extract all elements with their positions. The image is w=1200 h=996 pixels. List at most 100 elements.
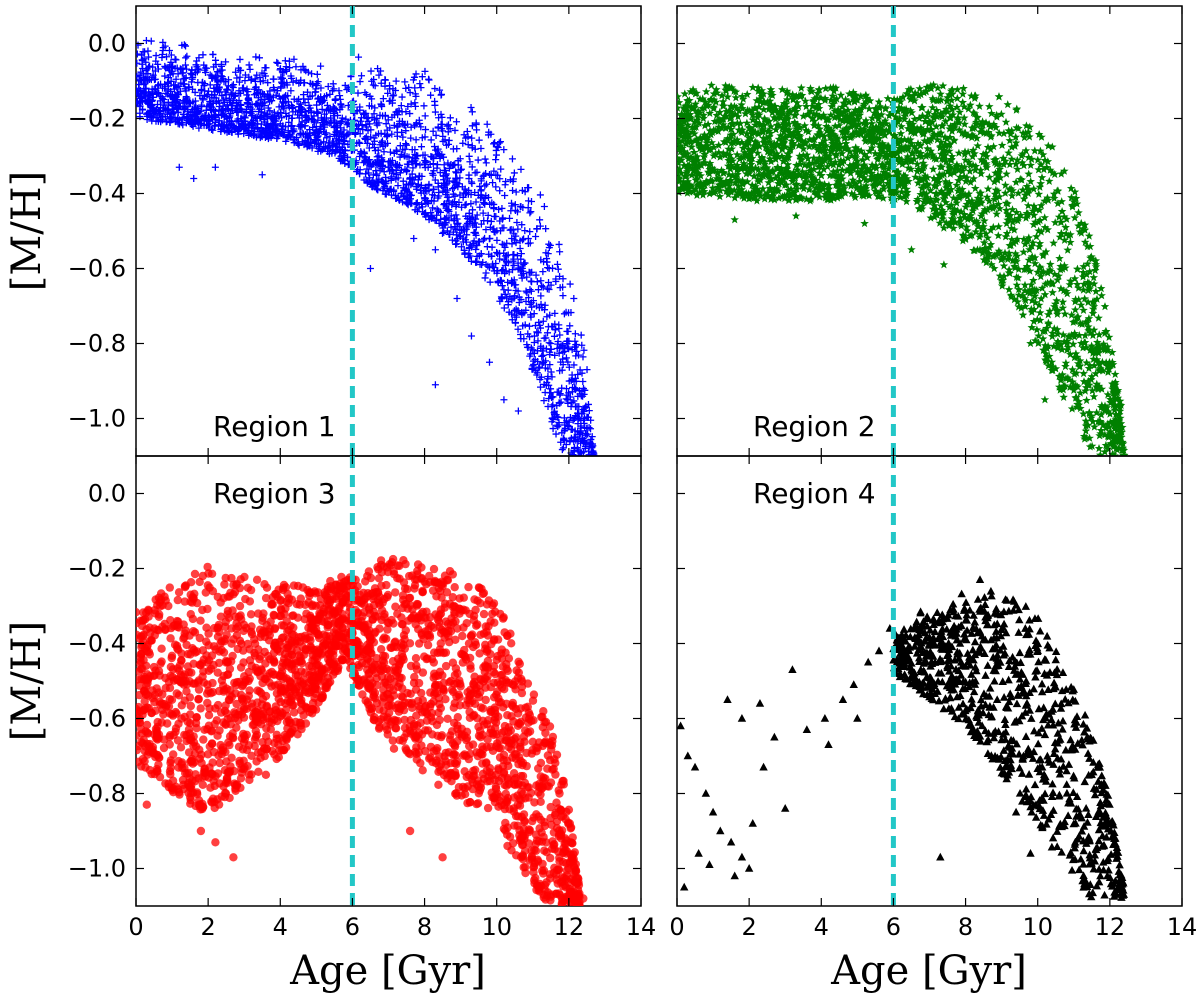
data-point (544, 372, 552, 380)
data-point (771, 151, 780, 160)
data-point (971, 91, 980, 100)
data-point (1043, 341, 1053, 350)
data-point (691, 122, 701, 131)
data-point (986, 240, 996, 249)
data-point (861, 116, 871, 125)
data-point (176, 103, 184, 111)
data-point (216, 99, 224, 107)
data-point (788, 94, 798, 103)
data-point (785, 189, 794, 198)
data-point (1070, 297, 1080, 306)
data-point (211, 163, 219, 171)
data-point (401, 193, 409, 201)
data-point (188, 116, 196, 124)
data-point (302, 131, 309, 139)
data-point (1034, 189, 1044, 198)
data-point (1053, 339, 1062, 348)
data-point (718, 97, 728, 106)
data-point (877, 175, 887, 184)
data-point (242, 108, 250, 116)
data-point (386, 85, 394, 93)
data-point (378, 137, 386, 145)
data-point (1056, 284, 1066, 293)
data-point (680, 89, 690, 98)
data-point (390, 91, 398, 99)
data-point (884, 164, 893, 173)
data-point (486, 358, 493, 366)
data-point (555, 321, 563, 329)
data-point (1084, 322, 1093, 331)
data-point (304, 141, 312, 149)
data-point (916, 90, 926, 99)
data-point (1074, 208, 1083, 217)
data-point (392, 171, 400, 179)
data-point (937, 162, 947, 171)
data-point (1070, 213, 1080, 222)
data-point (906, 84, 916, 93)
data-point (519, 236, 527, 244)
data-point (498, 267, 506, 275)
data-point (262, 72, 270, 80)
data-point (927, 134, 936, 143)
data-point (523, 273, 531, 281)
data-point (1004, 251, 1014, 260)
data-point (158, 93, 166, 101)
data-point (949, 223, 958, 232)
data-point (286, 64, 294, 72)
data-point (976, 229, 985, 238)
data-point (472, 258, 480, 266)
data-point (1116, 419, 1126, 428)
data-point (551, 309, 559, 317)
data-point (237, 89, 245, 97)
data-point (1088, 386, 1097, 395)
data-point (264, 104, 272, 112)
y-ticks (136, 42, 641, 420)
data-point (246, 65, 254, 73)
data-point (978, 248, 987, 257)
data-point (707, 138, 716, 147)
data-point (1002, 219, 1011, 228)
data-point (1006, 211, 1015, 220)
data-point (701, 178, 711, 187)
data-point (1089, 354, 1098, 363)
data-point (861, 181, 871, 190)
data-point (407, 181, 415, 189)
data-point (982, 152, 991, 161)
data-point (998, 153, 1008, 162)
data-point (1110, 451, 1119, 456)
data-point (1091, 348, 1100, 357)
data-point (968, 206, 978, 215)
data-point (799, 172, 808, 181)
data-point (973, 222, 983, 231)
data-point (985, 172, 994, 181)
data-point (547, 340, 555, 348)
data-point (192, 61, 200, 69)
data-point (243, 99, 251, 107)
data-point (433, 205, 441, 213)
data-point (789, 128, 798, 137)
data-point (537, 300, 545, 308)
data-point (149, 90, 157, 98)
data-point (431, 246, 439, 254)
data-point (869, 182, 878, 191)
data-point (740, 148, 749, 157)
data-point (784, 130, 794, 139)
data-point (833, 105, 843, 114)
data-point (688, 127, 697, 136)
data-point (851, 90, 861, 99)
data-point (240, 113, 248, 121)
data-point (429, 127, 437, 135)
data-point (742, 90, 752, 99)
data-point (816, 159, 826, 168)
data-point (511, 292, 519, 300)
data-point (490, 167, 498, 175)
data-point (1085, 361, 1095, 370)
data-point (929, 129, 939, 138)
data-point (966, 160, 975, 169)
data-point (1032, 232, 1041, 241)
data-point (689, 147, 699, 157)
data-point (1062, 214, 1071, 223)
data-point (469, 206, 477, 214)
data-point (477, 144, 485, 152)
data-point (538, 352, 546, 360)
